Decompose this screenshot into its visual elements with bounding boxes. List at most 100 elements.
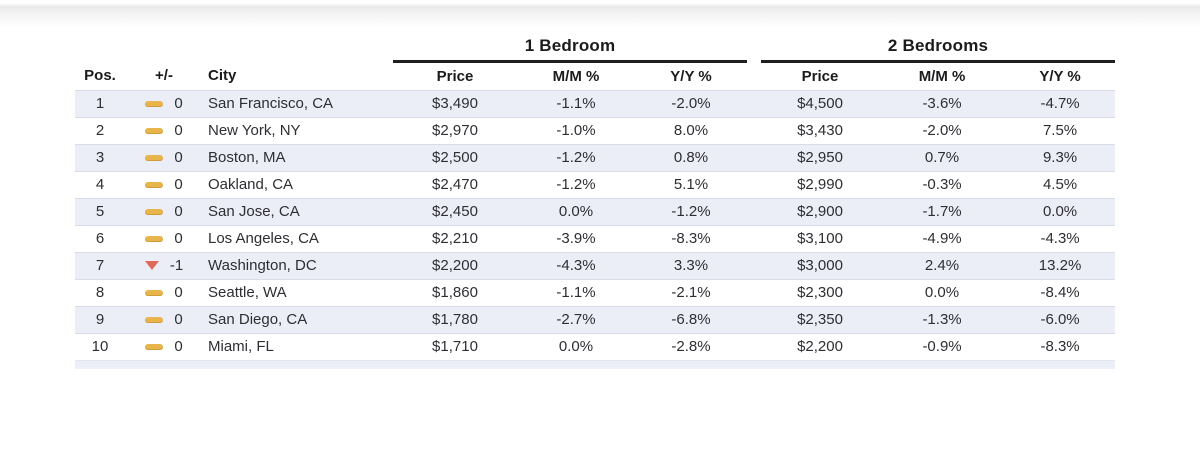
1br-mm-cell: 0.0% xyxy=(558,338,594,355)
1br-yy-cell: -8.3% xyxy=(671,230,711,247)
2br-yy-cell: 13.2% xyxy=(1038,257,1082,274)
1br-yy-cell: -6.8% xyxy=(671,311,711,328)
rank-change-group: 0 xyxy=(125,122,203,139)
rank-change-value: 0 xyxy=(174,149,183,166)
rank-cell: 3 xyxy=(95,149,105,166)
no-change-dash-icon xyxy=(145,343,164,350)
2br-price-cell: $2,300 xyxy=(797,284,843,301)
no-change-dash-icon xyxy=(145,289,164,296)
group-gap-cell xyxy=(747,279,761,306)
2br-mm-cell: -4.9% xyxy=(922,230,962,247)
1br-price-cell: $1,860 xyxy=(432,284,478,301)
rank-cell: 1 xyxy=(95,95,105,112)
2br-yy-cell: 7.5% xyxy=(1042,122,1078,139)
column-header-1br-price: Price xyxy=(393,61,517,91)
group-gap-cell xyxy=(747,171,761,198)
column-header-2br-yy: Y/Y % xyxy=(1005,61,1116,91)
group-gap-cell xyxy=(747,117,761,144)
rank-change-value: 0 xyxy=(174,176,183,193)
group-header-gap xyxy=(747,34,761,61)
2br-yy-cell: 4.5% xyxy=(1042,176,1078,193)
2br-yy-cell: -4.3% xyxy=(1040,230,1080,247)
2br-mm-cell: 2.4% xyxy=(924,257,960,274)
rank-change-value: -1 xyxy=(169,257,184,274)
rank-change-group: 0 xyxy=(125,149,203,166)
no-change-dash-icon xyxy=(145,100,164,107)
column-header-1br-yy: Y/Y % xyxy=(635,61,748,91)
table-row: 5 0 San Jose, CA $2,450 0.0% -1.2% $2,90… xyxy=(75,198,1116,225)
2br-yy-cell: 9.3% xyxy=(1042,149,1078,166)
group-gap-cell xyxy=(747,252,761,279)
rank-change-value: 0 xyxy=(174,95,183,112)
column-header-2br-mm: M/M % xyxy=(879,61,1006,91)
rank-change-value: 0 xyxy=(174,284,183,301)
rank-change-cell: 0 xyxy=(125,225,203,252)
2br-price-cell: $2,990 xyxy=(797,176,843,193)
column-header-2br-price: Price xyxy=(761,61,880,91)
table-row: 2 0 New York, NY $2,970 -1.0% 8.0% $3,43… xyxy=(75,117,1116,144)
rank-cell: 6 xyxy=(95,230,105,247)
rank-change-group: 0 xyxy=(125,284,203,301)
2br-yy-cell: -4.7% xyxy=(1040,95,1080,112)
page-top-shadow xyxy=(0,0,1200,30)
city-cell: Los Angeles, CA xyxy=(208,230,319,247)
city-cell: San Jose, CA xyxy=(208,203,300,220)
rank-change-group: -1 xyxy=(125,257,203,274)
rank-change-value: 0 xyxy=(174,203,183,220)
2br-price-cell: $4,500 xyxy=(797,95,843,112)
table-footer xyxy=(75,359,1116,369)
rank-cell: 9 xyxy=(95,311,105,328)
no-change-dash-icon xyxy=(145,235,164,242)
1br-price-cell: $2,470 xyxy=(432,176,478,193)
1br-price-cell: $3,490 xyxy=(432,95,478,112)
2br-price-cell: $2,200 xyxy=(797,338,843,355)
rank-change-cell: 0 xyxy=(125,144,203,171)
group-gap-cell xyxy=(747,198,761,225)
no-change-dash-icon xyxy=(145,154,164,161)
footer-stripe-row xyxy=(75,359,1116,369)
2br-yy-cell: -8.3% xyxy=(1040,338,1080,355)
2br-mm-cell: 0.0% xyxy=(924,284,960,301)
1br-price-cell: $2,500 xyxy=(432,149,478,166)
1br-price-cell: $2,970 xyxy=(432,122,478,139)
1br-yy-cell: -2.0% xyxy=(671,95,711,112)
2br-yy-cell: -6.0% xyxy=(1040,311,1080,328)
1br-price-cell: $2,200 xyxy=(432,257,478,274)
rent-rankings-section: 1 Bedroom 2 Bedrooms Pos. +/- City Price… xyxy=(75,34,1116,369)
column-header-change: +/- xyxy=(125,61,203,91)
2br-price-cell: $3,000 xyxy=(797,257,843,274)
rank-change-value: 0 xyxy=(174,230,183,247)
1br-mm-cell: -4.3% xyxy=(556,257,596,274)
2br-mm-cell: -0.3% xyxy=(922,176,962,193)
1br-price-cell: $1,710 xyxy=(432,338,478,355)
rank-change-value: 0 xyxy=(174,122,183,139)
rank-change-cell: 0 xyxy=(125,171,203,198)
city-cell: Miami, FL xyxy=(208,338,274,355)
1br-yy-cell: 5.1% xyxy=(673,176,709,193)
2br-mm-cell: -3.6% xyxy=(922,95,962,112)
rank-change-group: 0 xyxy=(125,230,203,247)
rank-change-value: 0 xyxy=(174,338,183,355)
group-header-2-bedrooms: 2 Bedrooms xyxy=(761,34,1116,63)
2br-yy-cell: -8.4% xyxy=(1040,284,1080,301)
rent-rankings-table: 1 Bedroom 2 Bedrooms Pos. +/- City Price… xyxy=(75,34,1116,369)
table-row: 4 0 Oakland, CA $2,470 -1.2% 5.1% $2,990… xyxy=(75,171,1116,198)
rank-change-group: 0 xyxy=(125,311,203,328)
table-row: 6 0 Los Angeles, CA $2,210 -3.9% -8.3% $… xyxy=(75,225,1116,252)
2br-price-cell: $2,350 xyxy=(797,311,843,328)
rank-cell: 2 xyxy=(95,122,105,139)
rank-cell: 7 xyxy=(95,257,105,274)
rank-change-cell: -1 xyxy=(125,252,203,279)
1br-price-cell: $1,780 xyxy=(432,311,478,328)
rank-change-cell: 0 xyxy=(125,333,203,360)
city-cell: New York, NY xyxy=(208,122,301,139)
no-change-dash-icon xyxy=(145,127,164,134)
city-cell: Washington, DC xyxy=(208,257,317,274)
rank-change-cell: 0 xyxy=(125,306,203,333)
city-cell: San Francisco, CA xyxy=(208,95,334,112)
2br-mm-cell: -1.3% xyxy=(922,311,962,328)
column-header-gap xyxy=(747,61,762,91)
table-row: 3 0 Boston, MA $2,500 -1.2% 0.8% $2,950 … xyxy=(75,144,1116,171)
rank-cell: 8 xyxy=(95,284,105,301)
rank-change-group: 0 xyxy=(125,203,203,220)
